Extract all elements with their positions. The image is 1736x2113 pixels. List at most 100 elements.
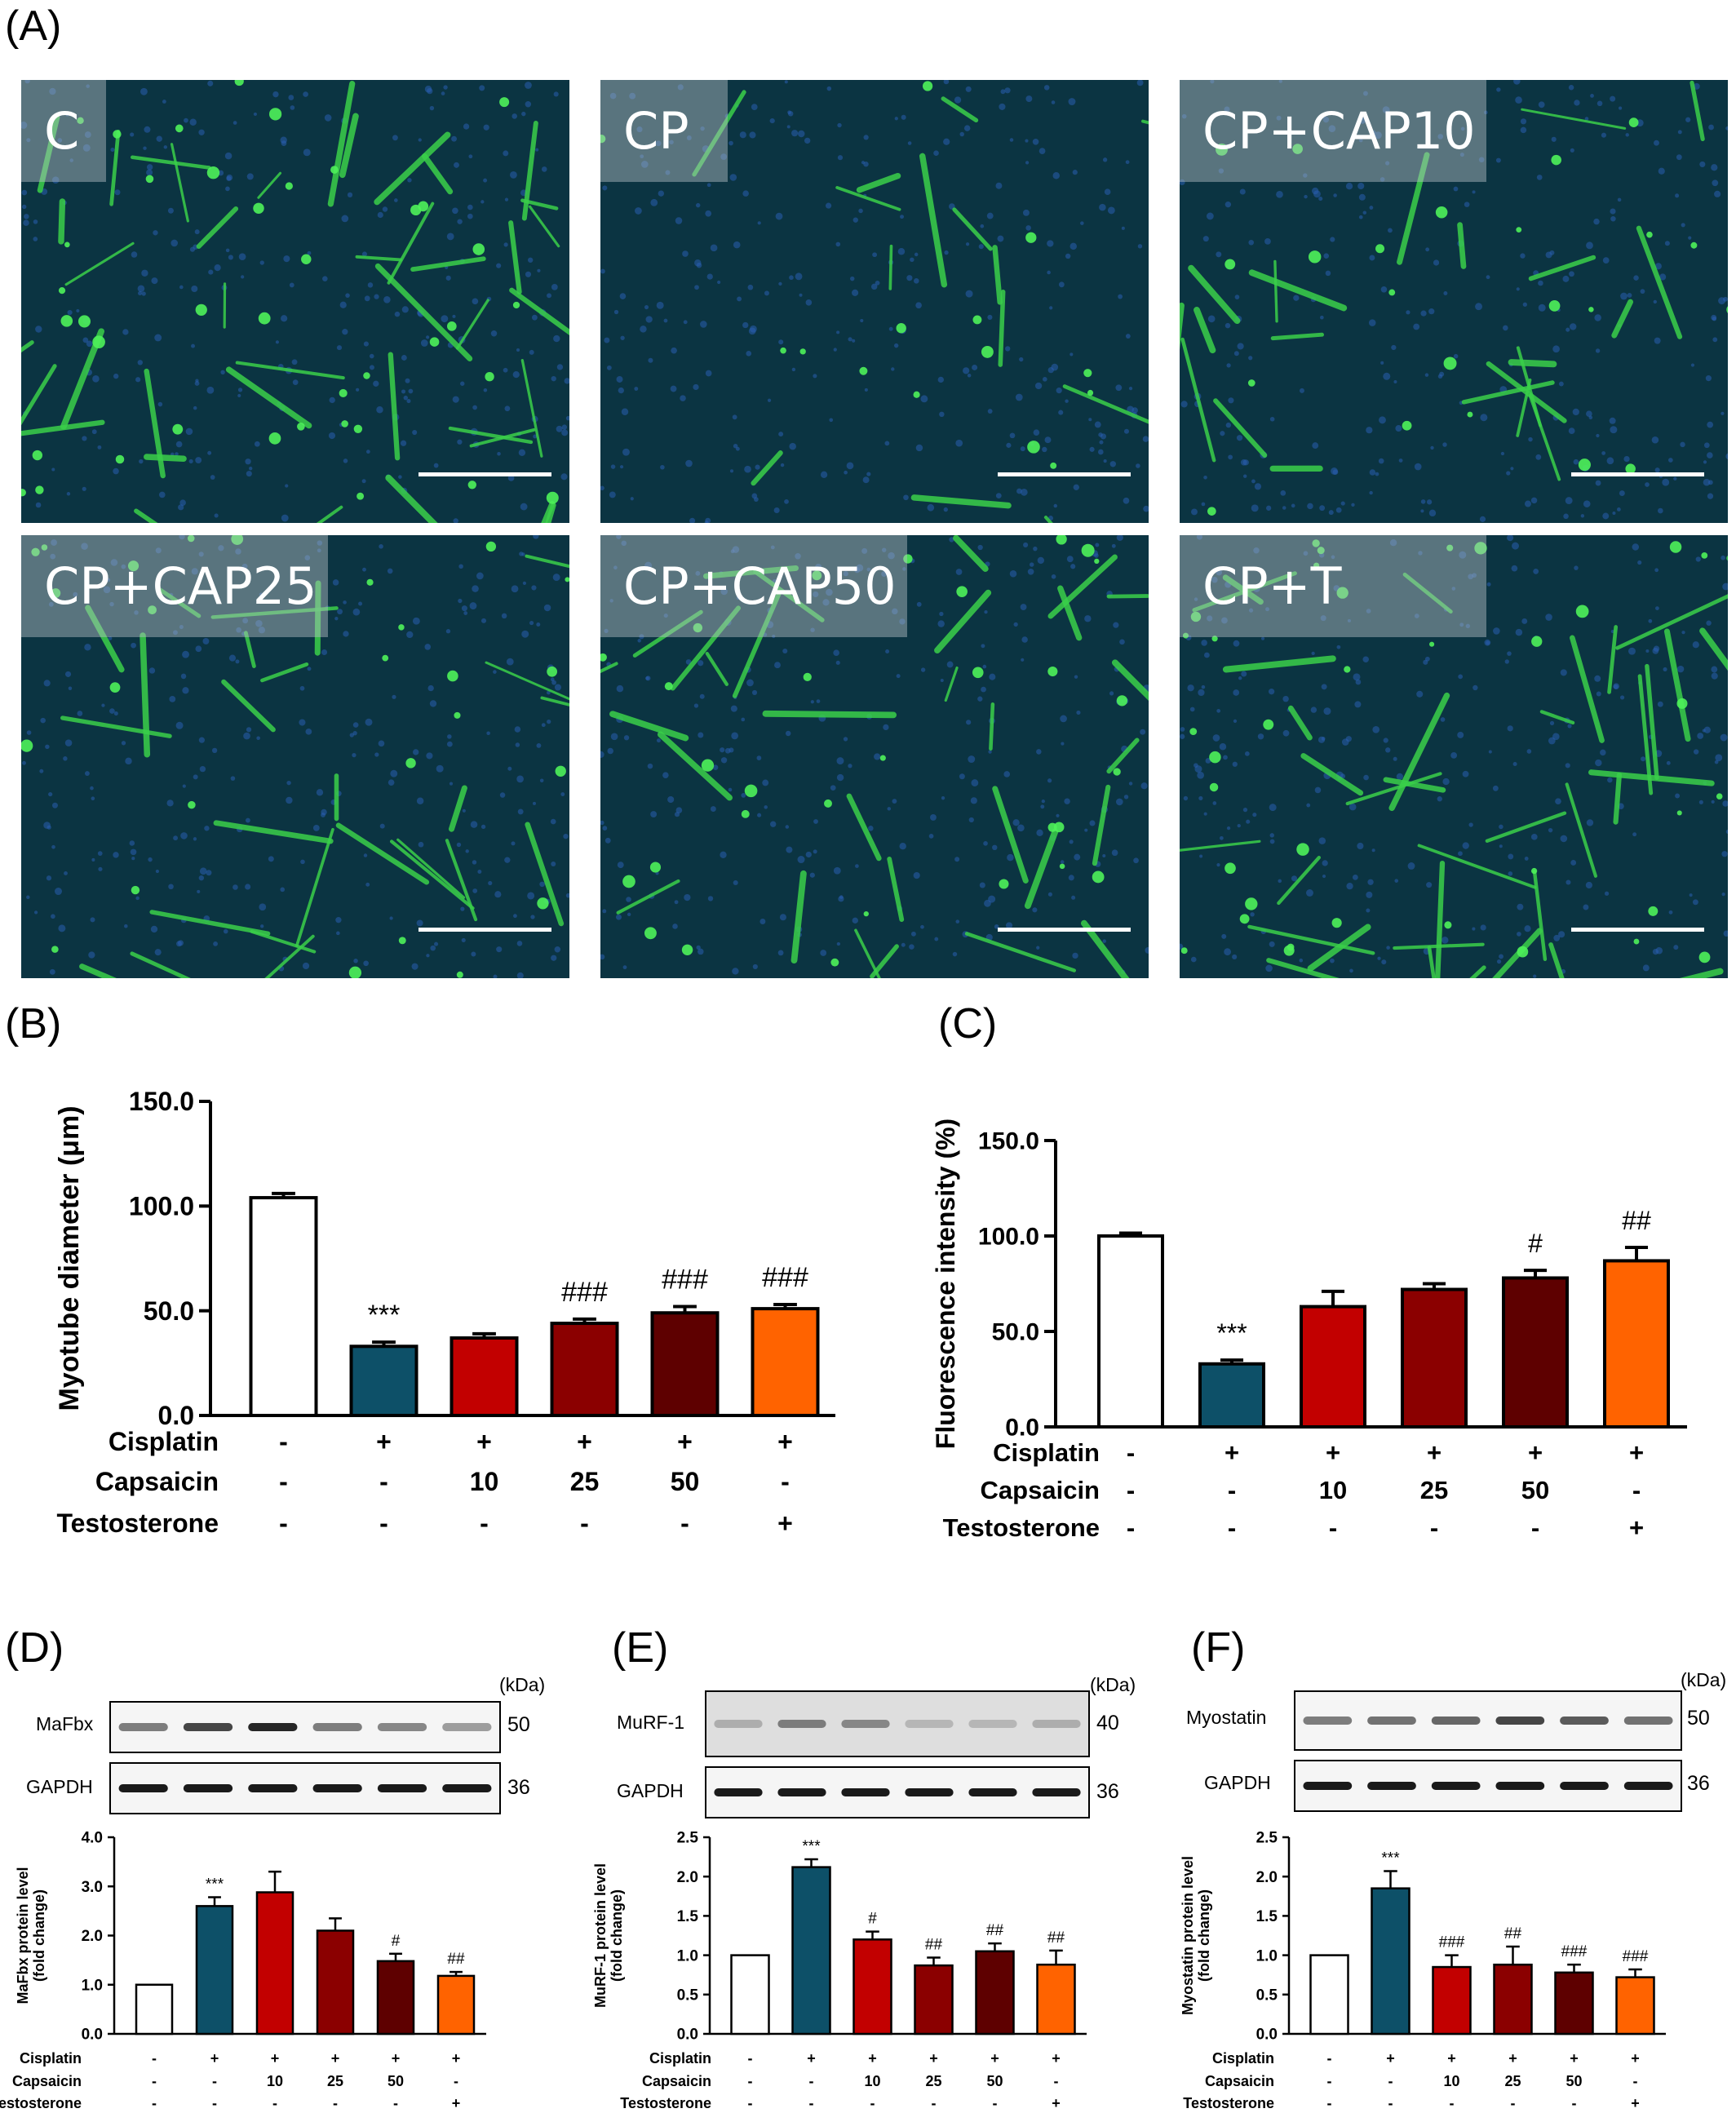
treatment-value: + xyxy=(929,2050,938,2066)
blot-label-gapdh-f: GAPDH xyxy=(1204,1772,1271,1793)
y-axis-label: (fold change) xyxy=(1196,1889,1212,1982)
blot-gapdh-d xyxy=(109,1762,501,1814)
treatment-name: Testosterone xyxy=(943,1513,1100,1542)
treatment-value: - xyxy=(152,2050,157,2066)
panel-label-f: (F) xyxy=(1191,1624,1246,1672)
bar xyxy=(135,1983,174,2035)
treatment-value: - xyxy=(1327,2095,1332,2111)
mw-gapdh-d: 36 xyxy=(507,1776,530,1799)
y-tick-label: 1.0 xyxy=(1256,1947,1278,1965)
treatment-name: Testosterone xyxy=(1183,2095,1274,2111)
treatment-value: + xyxy=(476,1427,492,1456)
y-tick-label: 0.5 xyxy=(677,1987,699,2004)
treatment-value: + xyxy=(210,2050,219,2066)
treatment-value: 50 xyxy=(671,1467,700,1496)
treatment-name: Capsaicin xyxy=(95,1467,219,1496)
treatment-value: 10 xyxy=(1443,2073,1459,2089)
treatment-value: + xyxy=(392,2050,401,2066)
treatment-value: + xyxy=(1629,1513,1644,1542)
treatment-name: Capsaicin xyxy=(981,1476,1100,1504)
significance-annotation: ### xyxy=(662,1265,708,1296)
y-tick-label: 150.0 xyxy=(978,1128,1039,1155)
micrograph-label: CP+CAP50 xyxy=(600,535,907,637)
treatment-value: - xyxy=(454,2073,458,2089)
treatment-value: 50 xyxy=(986,2073,1003,2089)
bar xyxy=(1603,1259,1670,1429)
treatment-value: - xyxy=(279,1508,288,1538)
treatment-value: + xyxy=(1447,2050,1456,2066)
bar xyxy=(255,1891,294,2035)
bar xyxy=(914,1964,954,2035)
treatment-value: 10 xyxy=(864,2073,880,2089)
y-axis-label: MuRF-1 protein level xyxy=(592,1863,609,2008)
treatment-value: + xyxy=(452,2095,461,2111)
bar xyxy=(349,1344,418,1417)
treatment-value: - xyxy=(748,2050,753,2066)
chart-mafbx: 0.0 1.0 2.0 3.0 4.0 MaFbx protein level (fold … xyxy=(0,1830,486,2111)
y-tick-label: 0.0 xyxy=(1256,2027,1278,2044)
treatment-value: - xyxy=(580,1508,589,1538)
treatment-value: + xyxy=(1631,2050,1640,2066)
micrograph-cp: CP xyxy=(600,80,1149,523)
treatment-name: Capsaicin xyxy=(1205,2073,1274,2089)
treatment-value: - xyxy=(212,2073,217,2089)
bar xyxy=(751,1307,820,1417)
bar xyxy=(650,1311,720,1418)
significance-annotation: ## xyxy=(986,1922,1004,1939)
y-axis-label: Myostatin protein level xyxy=(1180,1856,1196,2015)
treatment-value: 50 xyxy=(1521,1476,1549,1504)
mw-gapdh-f: 36 xyxy=(1687,1772,1710,1795)
y-tick-label: 0.0 xyxy=(82,2027,103,2044)
treatment-value: + xyxy=(376,1427,392,1456)
treatment-name: Testosterone xyxy=(56,1508,219,1538)
y-tick-label: 50.0 xyxy=(144,1296,194,1326)
treatment-value: - xyxy=(1329,1513,1337,1542)
significance-annotation: ### xyxy=(1439,1934,1465,1951)
significance-annotation: ## xyxy=(1622,1206,1651,1235)
scale-bar xyxy=(418,472,551,476)
treatment-value: - xyxy=(1127,1476,1135,1504)
bar xyxy=(1401,1287,1468,1429)
y-axis-label: Myotube diameter (μm) xyxy=(54,1105,85,1411)
blot-murf1 xyxy=(705,1690,1090,1757)
treatment-name: Capsaicin xyxy=(12,2073,82,2089)
panel-label-b: (B) xyxy=(5,1000,62,1048)
bar xyxy=(852,1938,892,2035)
y-tick-label: 50.0 xyxy=(992,1319,1039,1346)
bar xyxy=(791,1866,831,2035)
treatment-value: - xyxy=(1327,2050,1332,2066)
micrograph-label: C xyxy=(21,80,106,182)
bar xyxy=(1198,1362,1265,1429)
treatment-value: - xyxy=(1633,2073,1638,2089)
bar xyxy=(1371,1887,1410,2035)
treatment-value: + xyxy=(777,1427,793,1456)
treatment-value: + xyxy=(677,1427,693,1456)
treatment-value: - xyxy=(1511,2095,1516,2111)
blot-label-gapdh-d: GAPDH xyxy=(26,1776,93,1797)
blot-gapdh-e xyxy=(705,1766,1090,1818)
blot-label-murf1: MuRF-1 xyxy=(617,1712,685,1733)
treatment-value: 50 xyxy=(1566,2073,1582,2089)
scale-bar xyxy=(998,472,1131,476)
treatment-value: - xyxy=(272,2095,277,2111)
treatment-value: - xyxy=(1388,2073,1393,2089)
treatment-name: Cisplatin xyxy=(649,2050,711,2066)
treatment-value: 10 xyxy=(470,1467,499,1496)
chart-myostatin: 0.0 0.5 1.0 1.5 2.0 2.5 Myostatin protein leve… xyxy=(1180,1830,1666,2111)
y-axis-label: MaFbx protein level xyxy=(15,1867,31,2004)
treatment-value: + xyxy=(1052,2050,1061,2066)
treatment-value: + xyxy=(1427,1438,1442,1467)
bar xyxy=(195,1905,234,2035)
treatment-value: + xyxy=(577,1427,592,1456)
treatment-value: + xyxy=(1052,2095,1061,2111)
y-axis-label: Fluorescence intensity (%) xyxy=(931,1119,960,1449)
bar xyxy=(1036,1963,1076,2035)
bar xyxy=(975,1950,1015,2035)
chart-fluorescence-intensity: 0.0 50.0 100.0 150.0 Fluorescence intensity … xyxy=(931,1119,1687,1542)
treatment-name: Cisplatin xyxy=(993,1438,1100,1467)
treatment-name: Capsaicin xyxy=(642,2073,711,2089)
treatment-value: + xyxy=(1386,2050,1395,2066)
bar xyxy=(1502,1276,1569,1429)
bar xyxy=(1309,1954,1349,2035)
blot-label-gapdh-e: GAPDH xyxy=(617,1780,684,1801)
